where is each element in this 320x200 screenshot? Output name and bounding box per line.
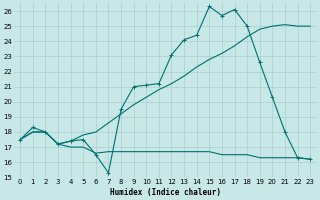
X-axis label: Humidex (Indice chaleur): Humidex (Indice chaleur)	[110, 188, 221, 197]
